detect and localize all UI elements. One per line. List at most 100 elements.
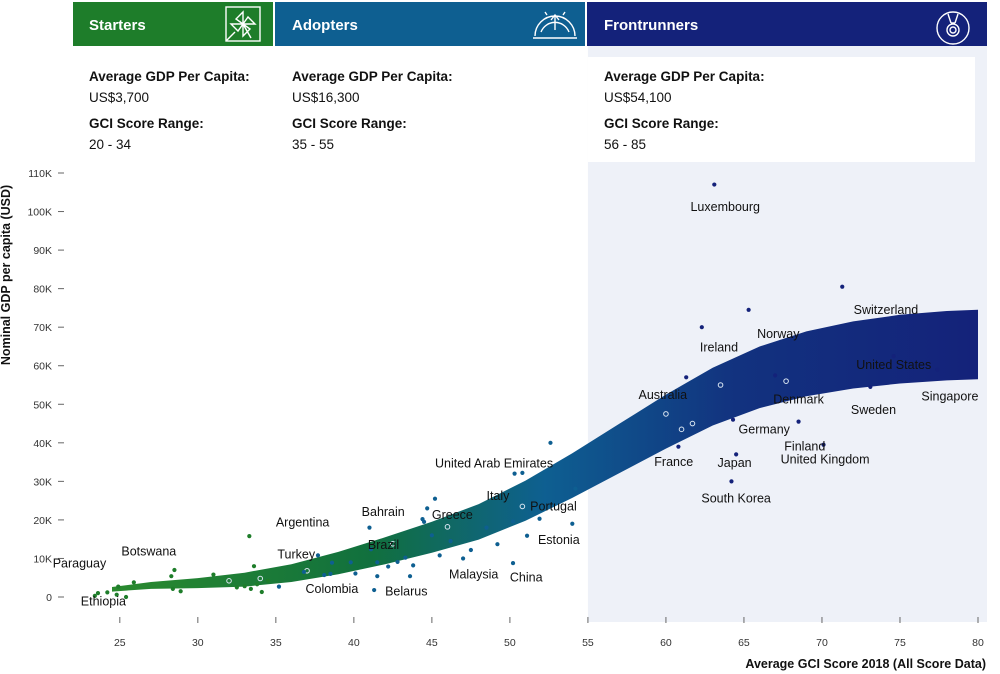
starters-title: Starters (89, 17, 146, 34)
country-point (537, 516, 542, 521)
adopters-gci-heading: GCI Score Range: (292, 116, 407, 131)
adopters-info: Average GDP Per Capita: US$16,300 GCI Sc… (292, 69, 453, 152)
label-portugal: Portugal (530, 499, 577, 513)
point-ireland (699, 325, 704, 330)
label-france: France (654, 455, 693, 469)
medal-icon (936, 11, 970, 45)
country-point (448, 539, 453, 544)
frontrunners-gdp-heading: Average GDP Per Capita: (604, 69, 765, 84)
trend-marker (678, 426, 685, 433)
y-axis-title: Nominal GDP per capita (USD) (0, 185, 13, 365)
gauge-icon (533, 11, 577, 39)
starters-gci-value: 20 - 34 (89, 137, 132, 152)
label-colombia: Colombia (305, 582, 358, 596)
country-point (484, 525, 489, 530)
label-belarus: Belarus (385, 584, 427, 598)
x-axis: 25 30 35 40 45 50 55 60 65 70 75 80 (114, 617, 984, 649)
point-brazil (375, 560, 380, 565)
frontrunners-header-bar (587, 2, 987, 46)
point-labels-layer: Ethiopia Paraguay Botswana Argentina Turkey C… (53, 200, 979, 609)
point-greece (421, 519, 427, 524)
country-point (411, 563, 416, 568)
trend-band-layer (112, 309, 978, 592)
country-point (368, 547, 374, 552)
point-united-states (891, 353, 896, 359)
y-tick-label: 100K (27, 207, 52, 219)
point-singapore (935, 367, 940, 372)
frontrunners-gci-value: 56 - 85 (604, 137, 646, 152)
label-norway: Norway (757, 327, 800, 341)
country-point (432, 496, 438, 501)
y-tick-label: 10K (33, 553, 52, 565)
trend-marker (444, 524, 451, 530)
country-point (234, 585, 239, 590)
trend-marker (783, 378, 789, 384)
country-point (520, 470, 525, 475)
y-tick-label: 90K (33, 245, 52, 257)
point-portugal (534, 506, 539, 511)
country-point (395, 559, 400, 565)
country-point (322, 572, 327, 578)
country-point (353, 571, 358, 576)
x-tick-label: 40 (348, 637, 360, 649)
country-point (259, 589, 264, 595)
x-tick-label: 30 (192, 637, 204, 649)
label-finland: Finland (784, 440, 825, 454)
y-tick-label: 70K (33, 322, 52, 334)
label-luxembourg: Luxembourg (690, 200, 760, 214)
country-point (169, 574, 174, 579)
point-belarus (372, 587, 377, 593)
country-point (265, 578, 271, 583)
x-tick-label: 75 (894, 637, 906, 649)
starters-info: Average GDP Per Capita: US$3,700 GCI Sco… (89, 69, 250, 152)
y-tick-label: 40K (33, 438, 52, 450)
label-united-kingdom: United Kingdom (781, 453, 870, 467)
y-tick-label: 60K (33, 361, 52, 373)
label-ireland: Ireland (700, 340, 738, 354)
label-greece: Greece (432, 508, 473, 522)
label-japan: Japan (718, 456, 752, 470)
point-united-arab-emirates (548, 440, 553, 445)
label-botswana: Botswana (121, 544, 176, 558)
label-estonia: Estonia (538, 533, 580, 547)
point-denmark (773, 373, 778, 378)
trend-marker (689, 420, 696, 427)
point-botswana (172, 567, 177, 573)
country-point (242, 584, 247, 589)
x-tick-label: 70 (816, 637, 828, 649)
label-argentina: Argentina (276, 515, 330, 529)
country-point (524, 533, 530, 538)
country-point (114, 592, 119, 597)
point-germany (730, 417, 736, 422)
country-point (573, 486, 578, 491)
point-switzerland (840, 284, 845, 289)
point-south-korea (729, 479, 734, 484)
label-paraguay: Paraguay (53, 557, 107, 571)
trend-marker (226, 578, 232, 584)
country-point (348, 560, 353, 565)
x-tick-label: 45 (426, 637, 438, 649)
point-bahrain (367, 525, 372, 530)
label-china: China (510, 571, 543, 585)
point-argentina (247, 533, 252, 539)
label-bahrain: Bahrain (362, 505, 405, 519)
country-point (123, 594, 129, 600)
country-point (276, 584, 282, 589)
x-tick-label: 35 (270, 637, 282, 649)
point-japan (734, 452, 739, 457)
country-point (375, 574, 380, 579)
y-tick-label: 0 (46, 592, 52, 604)
y-tick-label: 20K (33, 515, 52, 527)
country-point (437, 553, 442, 558)
starters-gdp-heading: Average GDP Per Capita: (89, 69, 250, 84)
country-point (301, 569, 307, 575)
country-point (329, 560, 335, 565)
country-point (251, 564, 257, 569)
frontrunners-title: Frontrunners (604, 17, 698, 34)
country-point (255, 582, 260, 587)
pinwheel-icon (225, 6, 261, 42)
point-finland (796, 419, 801, 424)
country-point (386, 564, 391, 569)
trend-marker (663, 411, 669, 417)
